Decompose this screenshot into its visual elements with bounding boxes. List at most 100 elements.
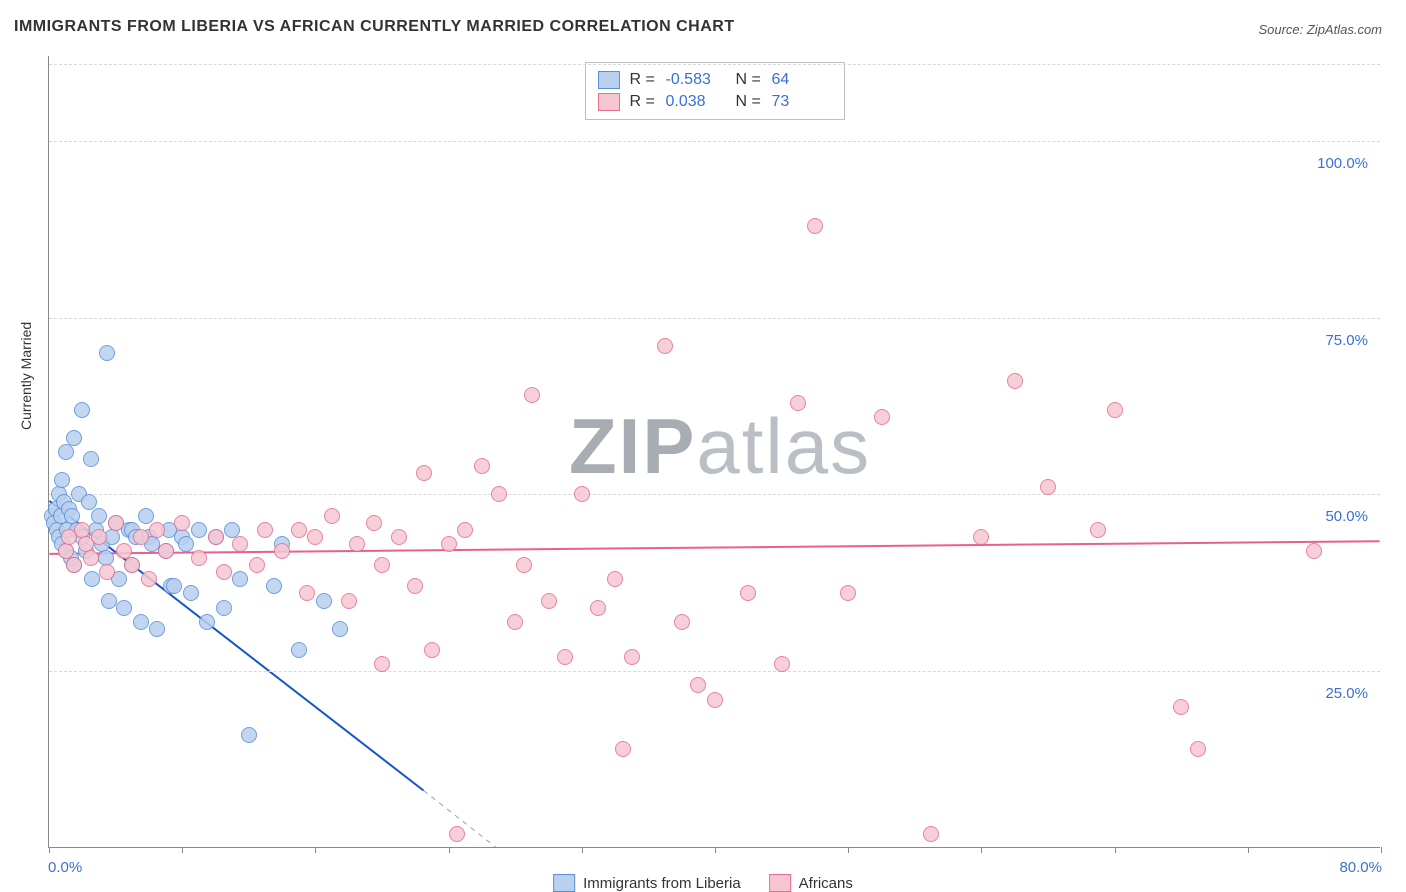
data-point-liberia <box>99 345 115 361</box>
legend-label-africans: Africans <box>799 875 853 892</box>
y-axis-label: Currently Married <box>18 322 34 430</box>
data-point-africans <box>349 536 365 552</box>
data-point-africans <box>441 536 457 552</box>
data-point-africans <box>541 593 557 609</box>
x-tick <box>1115 847 1116 853</box>
data-point-africans <box>374 656 390 672</box>
data-point-liberia <box>74 402 90 418</box>
data-point-liberia <box>316 593 332 609</box>
data-point-africans <box>507 614 523 630</box>
data-point-africans <box>391 529 407 545</box>
data-point-africans <box>216 564 232 580</box>
data-point-africans <box>366 515 382 531</box>
data-point-africans <box>158 543 174 559</box>
gridline <box>49 494 1380 495</box>
data-point-liberia <box>332 621 348 637</box>
data-point-liberia <box>58 444 74 460</box>
stat-r-value-africans: 0.038 <box>666 91 726 113</box>
scatter-plot-area: ZIPatlas R = -0.583 N = 64 R = 0.038 N =… <box>48 56 1380 848</box>
data-point-africans <box>807 218 823 234</box>
x-tick <box>1381 847 1382 853</box>
data-point-africans <box>133 529 149 545</box>
data-point-africans <box>191 550 207 566</box>
stats-row-africans: R = 0.038 N = 73 <box>598 91 832 113</box>
data-point-liberia <box>83 451 99 467</box>
y-tick-label: 50.0% <box>1325 508 1368 525</box>
x-tick <box>449 847 450 853</box>
data-point-africans <box>740 585 756 601</box>
data-point-liberia <box>149 621 165 637</box>
legend-item-africans: Africans <box>769 874 853 892</box>
data-point-africans <box>174 515 190 531</box>
chart-title: IMMIGRANTS FROM LIBERIA VS AFRICAN CURRE… <box>14 18 735 36</box>
data-point-africans <box>407 578 423 594</box>
data-point-africans <box>424 642 440 658</box>
y-tick-label: 100.0% <box>1317 155 1368 172</box>
swatch-liberia <box>598 71 620 89</box>
data-point-africans <box>66 557 82 573</box>
watermark-zip: ZIP <box>569 402 696 490</box>
gridline <box>49 318 1380 319</box>
data-point-liberia <box>199 614 215 630</box>
data-point-africans <box>657 338 673 354</box>
x-tick <box>715 847 716 853</box>
data-point-africans <box>516 557 532 573</box>
data-point-africans <box>574 486 590 502</box>
data-point-africans <box>840 585 856 601</box>
data-point-africans <box>624 649 640 665</box>
watermark: ZIPatlas <box>569 401 871 492</box>
data-point-africans <box>524 387 540 403</box>
data-point-liberia <box>66 430 82 446</box>
data-point-africans <box>1107 402 1123 418</box>
data-point-africans <box>474 458 490 474</box>
data-point-liberia <box>116 600 132 616</box>
data-point-africans <box>108 515 124 531</box>
data-point-africans <box>1040 479 1056 495</box>
data-point-africans <box>208 529 224 545</box>
data-point-africans <box>416 465 432 481</box>
data-point-africans <box>923 826 939 842</box>
stat-n-label: N = <box>736 91 762 113</box>
data-point-africans <box>615 741 631 757</box>
data-point-liberia <box>291 642 307 658</box>
data-point-africans <box>874 409 890 425</box>
regression-line-africans <box>49 541 1379 554</box>
data-point-africans <box>973 529 989 545</box>
x-tick <box>582 847 583 853</box>
source-attribution: Source: ZipAtlas.com <box>1258 22 1382 37</box>
data-point-africans <box>299 585 315 601</box>
y-tick-label: 25.0% <box>1325 685 1368 702</box>
stat-n-value-africans: 73 <box>772 91 832 113</box>
stat-r-value-liberia: -0.583 <box>666 69 726 91</box>
legend-swatch-liberia <box>553 874 575 892</box>
legend-item-liberia: Immigrants from Liberia <box>553 874 741 892</box>
data-point-africans <box>99 564 115 580</box>
data-point-africans <box>83 550 99 566</box>
data-point-liberia <box>133 614 149 630</box>
gridline <box>49 141 1380 142</box>
data-point-africans <box>324 508 340 524</box>
data-point-liberia <box>241 727 257 743</box>
correlation-stats-box: R = -0.583 N = 64 R = 0.038 N = 73 <box>585 62 845 120</box>
data-point-africans <box>1007 373 1023 389</box>
data-point-africans <box>149 522 165 538</box>
stat-r-label: R = <box>630 91 656 113</box>
data-point-liberia <box>138 508 154 524</box>
data-point-liberia <box>191 522 207 538</box>
x-axis-min-label: 0.0% <box>48 859 82 876</box>
x-tick <box>1248 847 1249 853</box>
x-tick <box>848 847 849 853</box>
gridline <box>49 64 1380 65</box>
x-axis-max-label: 80.0% <box>1339 859 1382 876</box>
data-point-africans <box>674 614 690 630</box>
legend-swatch-africans <box>769 874 791 892</box>
data-point-africans <box>690 677 706 693</box>
data-point-africans <box>491 486 507 502</box>
data-point-liberia <box>216 600 232 616</box>
data-point-africans <box>91 529 107 545</box>
data-point-liberia <box>84 571 100 587</box>
data-point-liberia <box>266 578 282 594</box>
data-point-africans <box>232 536 248 552</box>
data-point-africans <box>457 522 473 538</box>
data-point-liberia <box>91 508 107 524</box>
